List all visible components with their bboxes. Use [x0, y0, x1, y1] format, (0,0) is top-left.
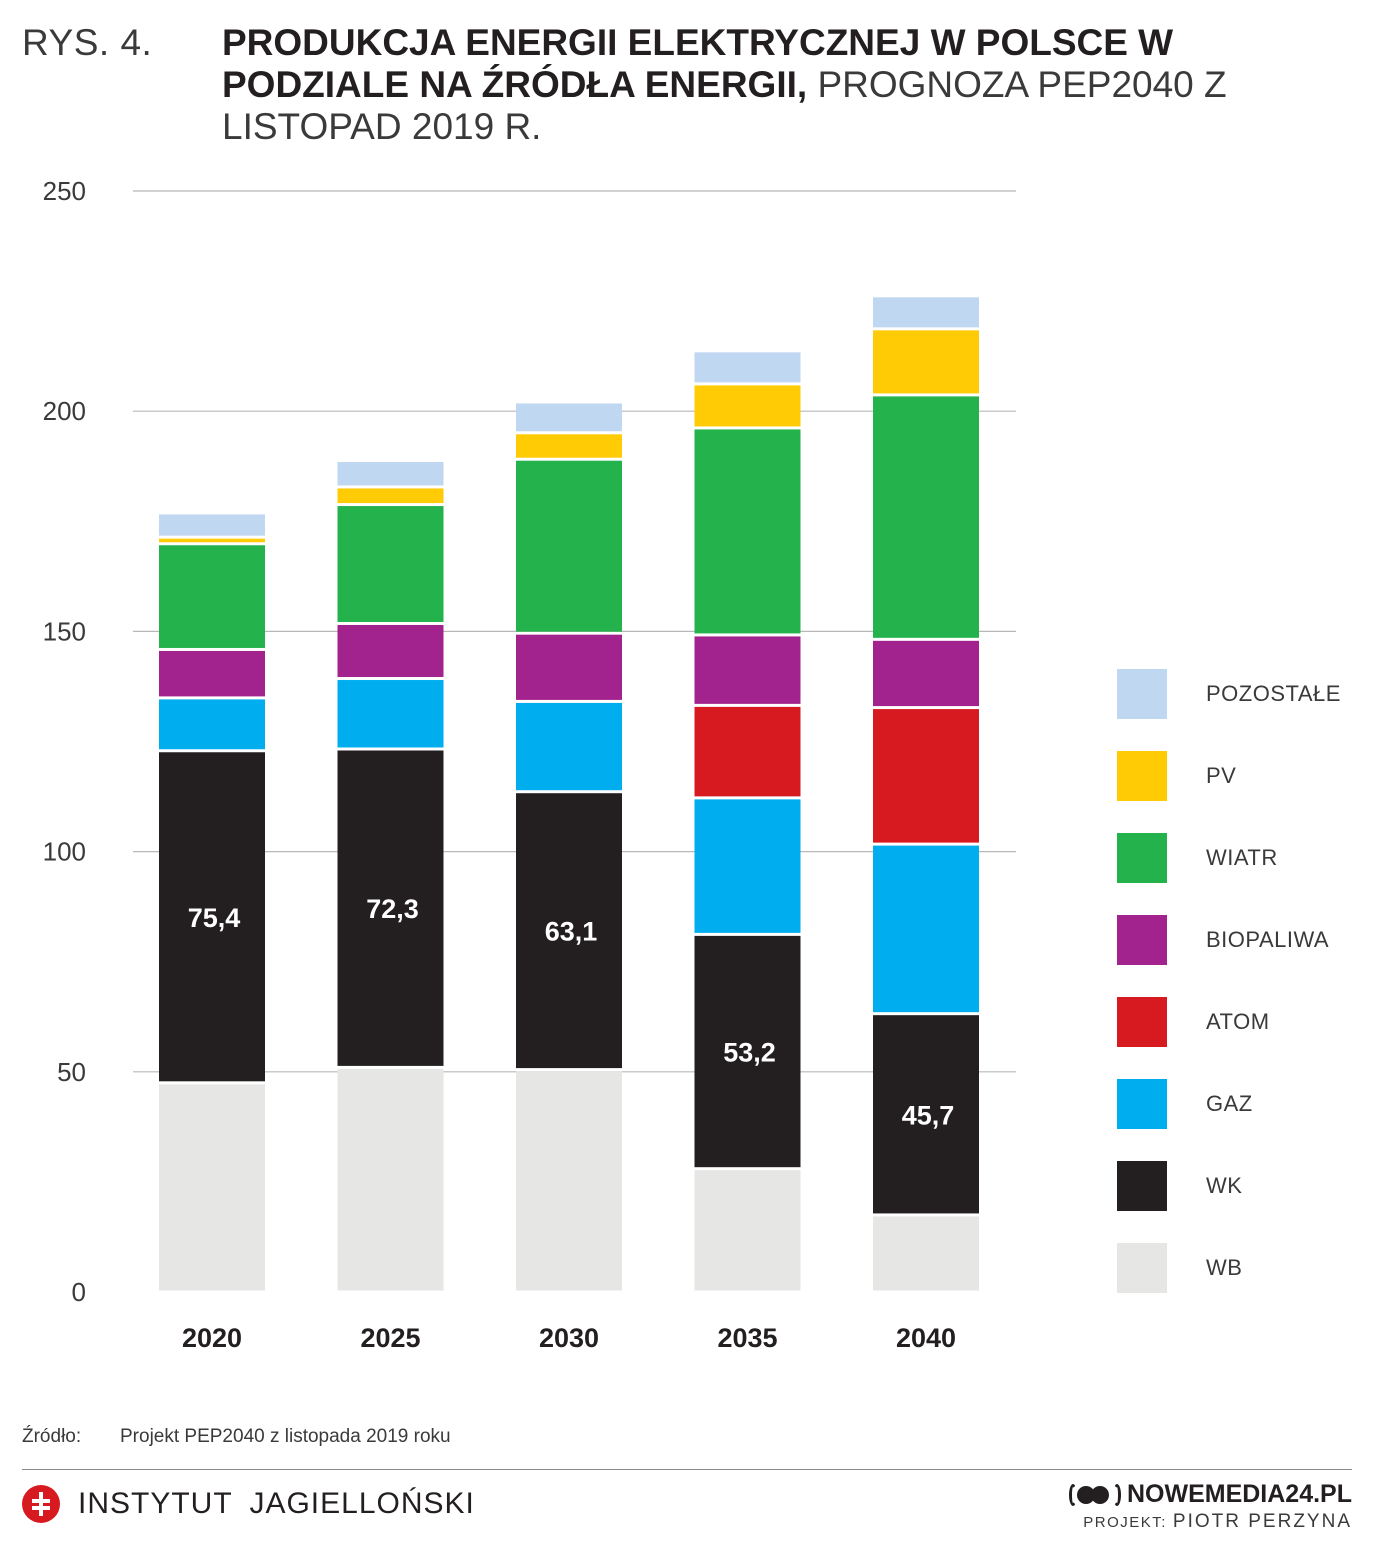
source-text: Projekt PEP2040 z listopada 2019 roku: [120, 1426, 451, 1447]
legend-label: POZOSTAŁE: [1206, 681, 1341, 706]
legend-swatch: [1117, 915, 1167, 965]
bar-segment-gaz: [159, 699, 265, 750]
bar-segment-pv: [694, 385, 801, 427]
legend-swatch: [1117, 1161, 1167, 1211]
bar-segment-wb: [516, 1071, 622, 1291]
x-tick-label: 2020: [182, 1323, 242, 1353]
bar-segment-biopaliwa: [337, 624, 444, 678]
bar-segment-wk: [159, 752, 265, 1082]
bar-value-label: 72,3: [366, 894, 419, 924]
legend-swatch: [1117, 1079, 1167, 1129]
bar-segment-pv: [873, 330, 979, 394]
bar-segment-gaz: [694, 799, 801, 933]
bar-segment-wk: [516, 793, 622, 1069]
y-tick-label: 150: [43, 616, 86, 646]
bar-segment-wiatr: [873, 396, 979, 638]
bar-segment-wk: [694, 935, 801, 1168]
bar-segment-wb: [694, 1170, 801, 1291]
publisher-name: NOWEMEDIA24.PL: [1126, 1480, 1352, 1508]
chart-subtitle: PROGNOZA PEP2040 Z LISTOPAD 2019 R.: [222, 64, 1227, 147]
bar-value-label: 63,1: [545, 917, 598, 947]
bar-segment-wiatr: [159, 545, 265, 648]
bar-segment-pozostałe: [694, 352, 801, 383]
credit-name: PIOTR PERZYNA: [1172, 1511, 1352, 1532]
bar-segment-gaz: [516, 702, 622, 791]
y-tick-label: 50: [57, 1057, 86, 1087]
y-tick-label: 0: [72, 1277, 86, 1307]
bar-segment-pozostałe: [873, 297, 979, 328]
chart-title-bold: PRODUKCJA ENERGII ELEKTRYCZNEJ W POLSCE …: [222, 22, 1174, 105]
legend-label: BIOPALIWA: [1206, 927, 1329, 952]
bar-segment-wk: [337, 750, 444, 1066]
legend-swatch: [1117, 1243, 1167, 1293]
x-tick-label: 2035: [717, 1323, 777, 1353]
legend-swatch: [1117, 751, 1167, 801]
x-tick-label: 2030: [539, 1323, 599, 1353]
x-tick-label: 2025: [360, 1323, 420, 1353]
legend-label: WB: [1206, 1255, 1242, 1280]
bar-segment-pozostałe: [337, 462, 444, 486]
legend-label: GAZ: [1206, 1091, 1253, 1116]
bar-segment-wiatr: [337, 506, 444, 622]
bar-segment-wb: [337, 1068, 444, 1291]
bar-segment-pozostałe: [516, 403, 622, 432]
stacked-bar-chart: 0 50 100 150 200 250 75,4 2020 72,3 2025 63,1 2030 5…: [43, 176, 1341, 1353]
bar-segment-biopaliwa: [694, 636, 801, 704]
bar-segment-wb: [873, 1216, 979, 1291]
bar-value-label: 45,7: [902, 1100, 955, 1130]
y-tick-label: 250: [43, 176, 86, 206]
bar-segment-pv: [159, 538, 265, 543]
bar-value-label: 75,4: [188, 903, 241, 933]
bar-segment-wiatr: [694, 429, 801, 634]
bar-value-label: 53,2: [723, 1038, 776, 1068]
instytut-logo-icon: [22, 1485, 60, 1523]
bar-segment-atom: [873, 709, 979, 843]
bar-segment-pozostałe: [159, 514, 265, 536]
x-tick-label: 2040: [896, 1323, 956, 1353]
bar-segment-biopaliwa: [873, 640, 979, 707]
legend-label: WK: [1206, 1173, 1242, 1198]
bar-segment-biopaliwa: [516, 634, 622, 700]
bar-segment-wb: [159, 1084, 265, 1291]
legend-label: ATOM: [1206, 1009, 1270, 1034]
bar-segment-wk: [873, 1015, 979, 1214]
legend-label: PV: [1206, 763, 1236, 788]
legend-label: WIATR: [1206, 845, 1278, 870]
legend-swatch: [1117, 669, 1167, 719]
nowemedia-logo-icon: [1068, 1483, 1121, 1506]
bar-segment-gaz: [337, 680, 444, 748]
source-label: Źródło:: [22, 1426, 82, 1447]
footer-brand: INSTYTUT JAGIELLOŃSKI: [22, 1484, 475, 1524]
bar-segment-gaz: [873, 845, 979, 1013]
figure-number: RYS. 4.: [22, 22, 153, 63]
bar-segment-biopaliwa: [159, 650, 265, 697]
footer-divider: [22, 1469, 1352, 1470]
brand-name: INSTYTUT JAGIELLOŃSKI: [78, 1487, 475, 1520]
bar-segment-atom: [694, 706, 801, 797]
credit-label: PROJEKT:: [1083, 1514, 1167, 1531]
bar-segment-pv: [516, 434, 622, 458]
chart-title: PRODUKCJA ENERGII ELEKTRYCZNEJ W POLSCE …: [222, 22, 1342, 148]
legend-swatch: [1117, 833, 1167, 883]
bar-segment-pv: [337, 488, 444, 504]
bar-segment-wiatr: [516, 460, 622, 632]
legend-swatch: [1117, 997, 1167, 1047]
y-tick-label: 100: [43, 837, 86, 867]
design-credit: PROJEKT: PIOTR PERZYNA: [1069, 1511, 1352, 1533]
source-note: Źródło: Projekt PEP2040 z listopada 2019 …: [22, 1426, 451, 1448]
y-tick-label: 200: [43, 396, 86, 426]
publisher-block: NOWEMEDIA24.PL PROJEKT: PIOTR PERZYNA: [1068, 1480, 1352, 1533]
